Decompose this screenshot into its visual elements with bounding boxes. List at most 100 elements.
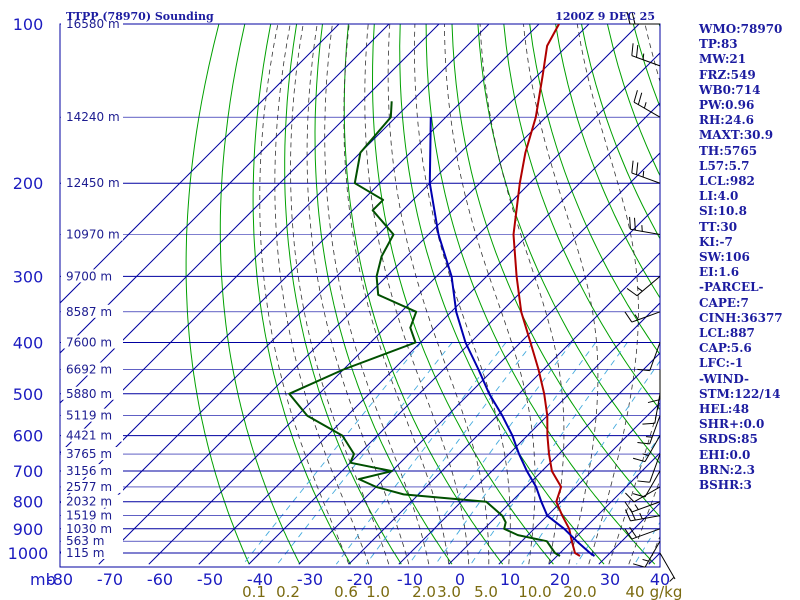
temperature-tick-label: 10 <box>500 570 520 589</box>
index-line: LCL:887 <box>699 326 755 341</box>
temperature-tick-label: -10 <box>397 570 423 589</box>
wind-barb <box>624 501 661 513</box>
height-label-bg <box>61 362 123 376</box>
wind-barb <box>626 276 661 297</box>
index-line: WB0:714 <box>699 82 761 97</box>
height-label-bg <box>61 447 123 461</box>
mixing-ratio-line <box>408 342 572 565</box>
height-label-bg <box>61 335 123 349</box>
height-label-bg <box>61 534 123 548</box>
index-line: CAPE:7 <box>699 295 749 310</box>
height-label-bg <box>61 508 123 522</box>
height-label: 3765 m <box>66 447 112 461</box>
moist-adiabat <box>576 24 639 565</box>
moist-adiabat <box>274 24 370 565</box>
index-line: SI:10.8 <box>699 204 747 219</box>
height-label-bg <box>61 546 123 559</box>
height-label: 7600 m <box>66 335 112 349</box>
wind-barb <box>626 11 660 25</box>
dry-adiabat <box>399 24 605 565</box>
height-label-bg <box>61 304 123 318</box>
moist-adiabat <box>387 24 490 565</box>
isotherm <box>148 52 660 565</box>
mixing-ratio-label: 2.0 <box>412 583 436 600</box>
index-line: TT:30 <box>699 219 738 234</box>
wind-barb <box>632 435 661 463</box>
moist-adiabat <box>324 24 430 565</box>
sounding-profiles <box>288 24 596 557</box>
index-line: MW:21 <box>699 52 747 67</box>
isotherm <box>98 24 640 565</box>
temperature-tick-label: -70 <box>97 570 123 589</box>
moist-adiabat <box>259 24 350 565</box>
wind-barb <box>624 311 661 323</box>
wind-barb <box>642 393 661 425</box>
index-line: LI:4.0 <box>699 189 739 204</box>
dry-adiabat <box>252 24 352 565</box>
index-line: KI:-7 <box>699 234 733 249</box>
temperature-tick-label: 40 <box>650 570 670 589</box>
mixing-ratio-line <box>470 342 628 565</box>
temperature-tick-label: 20 <box>550 570 570 589</box>
height-label-bg <box>61 428 123 442</box>
moist-adiabat <box>414 24 511 565</box>
height-label: 5119 m <box>66 409 112 423</box>
isotherm <box>498 402 660 565</box>
dry-adiabat <box>314 24 453 565</box>
isotherm <box>548 452 660 565</box>
mixing-ratio-line <box>576 434 660 565</box>
index-line: SHR+:0.0 <box>699 417 765 432</box>
temperature-tick-label: 30 <box>600 570 620 589</box>
isotherm <box>348 252 660 565</box>
wind-barb <box>631 160 661 184</box>
temperature-tick-label: -40 <box>247 570 273 589</box>
temperature-tick-label: -20 <box>347 570 373 589</box>
pressure-label: 900 <box>13 520 44 539</box>
pressure-label: 1000 <box>8 544 49 563</box>
height-label: 1519 m <box>66 509 112 523</box>
wind-barb <box>659 552 676 582</box>
wind-barb <box>631 43 661 67</box>
index-line: CINH:36377 <box>699 310 783 325</box>
wind-barb <box>647 369 661 404</box>
wind-barb <box>629 216 661 236</box>
index-line: WMO:78970 <box>699 22 783 36</box>
pressure-label: 600 <box>13 427 44 446</box>
mixing-ratio-label: 10.0 <box>518 583 551 600</box>
isotherm <box>448 352 660 565</box>
isotherm <box>398 302 660 565</box>
height-label-bg <box>61 521 123 535</box>
pressure-label: 800 <box>13 493 44 512</box>
isotherm <box>198 102 660 565</box>
height-label: 10970 m <box>66 228 120 242</box>
height-label: 115 m <box>66 546 104 560</box>
dry-adiabat <box>555 24 660 299</box>
pressure-label: 400 <box>13 333 44 352</box>
index-line: FRZ:549 <box>699 67 756 82</box>
mixing-ratio-label: 3.0 <box>437 583 461 600</box>
height-label: 12450 m <box>66 176 120 190</box>
temperature-tick-label: -30 <box>297 570 323 589</box>
index-line: EI:1.6 <box>699 265 740 280</box>
index-line: SRDS:85 <box>699 432 758 447</box>
moist-adiabat <box>306 24 410 565</box>
index-line: RH:24.6 <box>699 113 754 128</box>
wind-barb <box>632 470 661 498</box>
height-label: 2577 m <box>66 480 112 494</box>
mixing-ratio-label: 40 <box>625 583 644 600</box>
isotherm <box>298 202 660 565</box>
wind-barb <box>633 90 661 118</box>
isotherm <box>60 24 390 354</box>
index-line: PW:0.96 <box>699 98 755 113</box>
height-label: 2032 m <box>66 495 112 509</box>
wind-barb <box>632 540 661 568</box>
height-label-bg <box>61 110 123 124</box>
moist-adiabat <box>444 24 536 565</box>
isotherm <box>60 24 440 404</box>
sounding-indices-panel: WMO:78970 TP:83 MW:21 FRZ:549 WB0:714 PW:0.96… <box>699 22 799 493</box>
pressure-label: 700 <box>13 462 44 481</box>
index-line: L57:5.7 <box>699 158 750 173</box>
index-line: BRN:2.3 <box>699 462 755 477</box>
